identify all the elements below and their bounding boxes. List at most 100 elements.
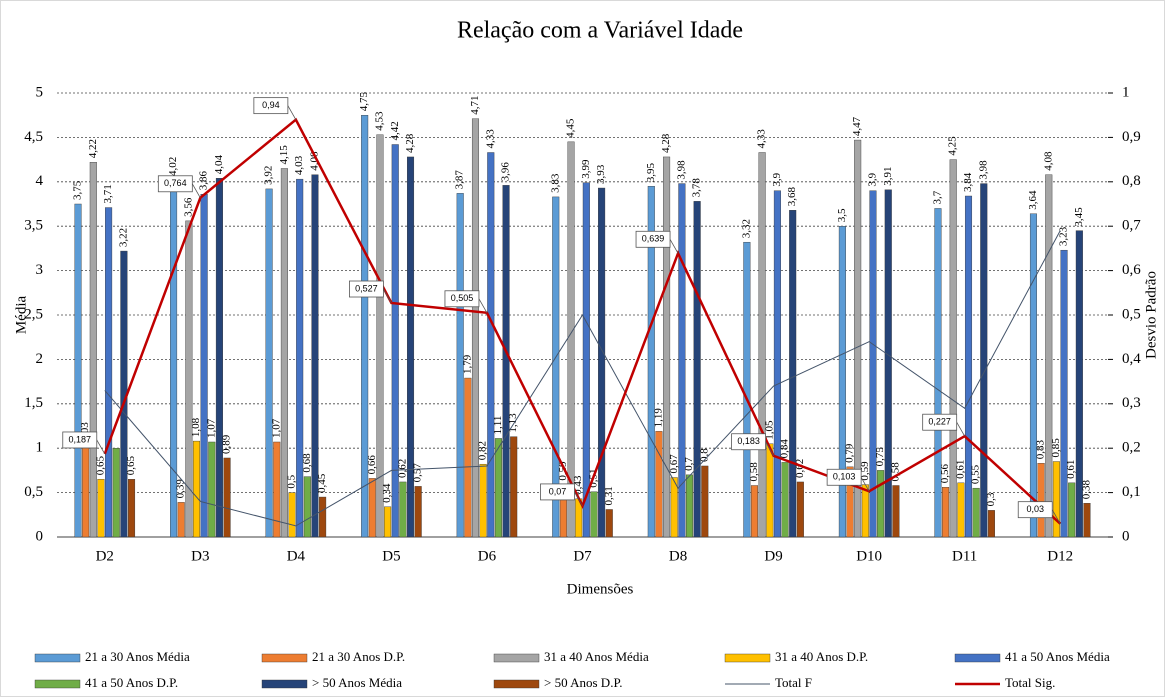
bar-value-label: 4,28 [660, 133, 672, 153]
bar [128, 479, 136, 538]
legend-swatch [261, 679, 308, 689]
bar [854, 139, 862, 538]
bar [743, 241, 751, 538]
bar [758, 152, 766, 538]
bar-value-label: 0,57 [412, 463, 424, 483]
chart-title: Relação com a Variável Idade [457, 18, 743, 44]
callout-leader [574, 491, 583, 507]
callout-leader [765, 441, 774, 456]
y2-axis-title: Desvio Padrão [1143, 271, 1159, 359]
x-tick-label: D9 [764, 548, 782, 564]
y-tick-label: 3,5 [24, 218, 43, 234]
bar-value-label: 3,56 [182, 197, 194, 217]
bar [82, 445, 90, 538]
y-tick-label: 0 [36, 528, 44, 544]
bar [414, 486, 422, 538]
bar [376, 134, 384, 538]
y-tick-label: 1 [36, 440, 44, 456]
line-value-label: 0,183 [737, 436, 760, 446]
bar [678, 183, 686, 538]
y2-tick-label: 0 [1122, 528, 1130, 544]
bar-value-label: 0,59 [557, 461, 569, 481]
bar-value-label: 1,11 [492, 416, 504, 435]
bar-value-label: 0,34 [381, 483, 393, 503]
bar [647, 186, 655, 538]
bar [567, 141, 575, 538]
bar-value-label: 3,83 [549, 173, 561, 193]
bar-value-label: 4,15 [278, 145, 290, 165]
callout-leader [287, 105, 297, 120]
bar-value-label: 1,07 [270, 418, 282, 438]
bar [605, 509, 613, 538]
callout-box [922, 413, 958, 431]
legend-label: 31 a 40 Anos D.P. [775, 649, 868, 664]
bar-value-label: 3,45 [1073, 207, 1085, 227]
bar-value-label: 0,89 [221, 434, 233, 454]
bar [884, 189, 892, 538]
bar-value-label: 0,62 [396, 459, 408, 478]
callout-box [1017, 501, 1053, 519]
y-tick-label: 0,5 [24, 484, 43, 500]
bar [877, 470, 885, 538]
bar-value-label: 0,75 [874, 447, 886, 467]
legend-swatch [34, 653, 81, 663]
bar-value-label: 4,42 [389, 121, 401, 140]
bar [74, 203, 82, 538]
callout-box [731, 433, 766, 451]
bar-value-label: 3,95 [645, 162, 657, 182]
bar [655, 431, 663, 538]
bar [598, 187, 606, 538]
line-value-label: 0,03 [1026, 504, 1044, 514]
bar [685, 474, 694, 538]
bar [502, 185, 510, 538]
x-tick-label: D2 [96, 548, 114, 564]
bar-value-label: 0,59 [859, 461, 871, 481]
bar-value-label: 3,98 [675, 160, 687, 180]
bar [185, 220, 193, 538]
bar-value-label: 0,55 [970, 464, 982, 484]
bar [701, 465, 709, 538]
legend-swatch [493, 679, 540, 689]
bar [177, 502, 185, 538]
bar-value-label: 4,53 [373, 111, 385, 131]
bar [456, 193, 464, 538]
bar [1060, 249, 1068, 538]
bar-value-label: 0,31 [603, 486, 615, 505]
legend-swatch [954, 653, 1001, 663]
bar [510, 436, 518, 538]
bar [384, 506, 392, 538]
callout-box [349, 280, 384, 298]
callout-box [540, 483, 575, 501]
bar-value-label: 3,98 [977, 160, 989, 180]
callout-box [635, 230, 671, 248]
bar [311, 174, 319, 538]
callout-leader [669, 239, 679, 254]
callout-leader [860, 477, 870, 492]
bar [265, 188, 273, 538]
legend-label: 21 a 30 Anos Média [85, 649, 190, 664]
bar [399, 481, 407, 538]
bar [361, 114, 369, 538]
bar [987, 510, 995, 538]
bar-value-label: 0,61 [1065, 460, 1077, 479]
bar [1052, 461, 1060, 538]
bar [670, 477, 678, 538]
bar-value-label: 4,08 [1042, 151, 1054, 171]
bar-value-label: 3,87 [454, 170, 466, 190]
bar [1075, 230, 1083, 538]
callout-leader [383, 288, 392, 304]
bar-value-label: 4,25 [947, 136, 959, 156]
bar [781, 462, 789, 538]
y2-tick-label: 0,1 [1122, 484, 1141, 500]
bar [273, 441, 281, 538]
callout-box [826, 468, 862, 486]
bar-value-label: 3,64 [1027, 190, 1039, 210]
line-value-label: 0,103 [833, 472, 856, 482]
bar-value-label: 4,33 [756, 129, 768, 149]
bar-value-label: 3,96 [500, 162, 512, 182]
bar [97, 479, 105, 538]
y2-tick-label: 1 [1122, 84, 1130, 100]
x-tick-label: D3 [191, 548, 209, 564]
y-axis-title: Média [13, 296, 29, 335]
x-tick-label: D12 [1047, 548, 1073, 564]
